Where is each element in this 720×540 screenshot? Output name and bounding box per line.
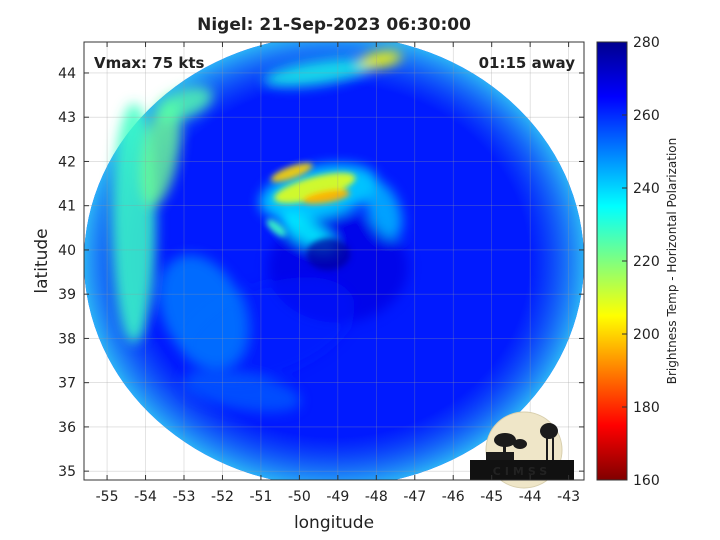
- colorbar-tick-label: 260: [633, 108, 660, 124]
- x-axis-label: longitude: [294, 513, 374, 533]
- x-tick-label: -47: [403, 489, 426, 505]
- colorbar-tick-label: 180: [633, 400, 660, 416]
- vmax-label: Vmax: 75 kts: [94, 54, 204, 72]
- x-tick-label: -51: [249, 489, 272, 505]
- colorbar-tick-label: 240: [633, 181, 660, 197]
- colorbar-tick-label: 220: [633, 254, 660, 270]
- y-tick-label: 44: [58, 66, 76, 82]
- colorbar-label: Brightness Temp - Horizontal Polarizatio…: [665, 138, 679, 385]
- grid: [84, 42, 584, 480]
- x-axis: -55 -54 -53 -52 -51 -50 -49 -48 -47 -46 -45 -44 -43: [96, 42, 580, 505]
- eyewall: [266, 163, 356, 271]
- colorbar-tick-label: 280: [633, 35, 660, 51]
- colorbar-tick-label: 160: [633, 473, 660, 489]
- y-tick-label: 37: [58, 376, 76, 392]
- x-tick-label: -55: [96, 489, 119, 505]
- x-tick-label: -53: [173, 489, 196, 505]
- y-axis: 35 36 37 38 39 40 41 42 43 44: [58, 66, 584, 480]
- microwave-swath: [84, 42, 584, 480]
- x-tick-label: -44: [519, 489, 542, 505]
- y-tick-label: 43: [58, 110, 76, 126]
- y-tick-label: 39: [58, 287, 76, 303]
- x-tick-label: -45: [480, 489, 503, 505]
- y-axis-label: latitude: [32, 228, 52, 293]
- y-tick-label: 40: [58, 243, 76, 259]
- x-tick-label: -54: [134, 489, 157, 505]
- x-tick-label: -43: [557, 489, 580, 505]
- plot-frame: [83, 41, 585, 481]
- y-tick-label: 35: [58, 464, 76, 480]
- y-tick-label: 41: [58, 199, 76, 215]
- x-tick-label: -50: [288, 489, 311, 505]
- x-tick-label: -52: [211, 489, 234, 505]
- time-offset-label: 01:15 away: [479, 54, 576, 72]
- cimss-logo: [470, 411, 574, 489]
- y-tick-label: 36: [58, 420, 76, 436]
- colorbar-tick-label: 200: [633, 327, 660, 343]
- x-tick-label: -49: [326, 489, 349, 505]
- storm-eye: [306, 238, 351, 271]
- x-tick-label: -48: [365, 489, 388, 505]
- cimss-logo-text: CIMSS: [493, 465, 551, 478]
- x-tick-label: -46: [442, 489, 465, 505]
- chart-title: Nigel: 21-Sep-2023 06:30:00: [197, 15, 471, 35]
- colorbar-ticks: 160 180 200 220 240 260 280: [622, 35, 660, 489]
- y-tick-label: 42: [58, 154, 76, 170]
- y-tick-label: 38: [58, 331, 76, 347]
